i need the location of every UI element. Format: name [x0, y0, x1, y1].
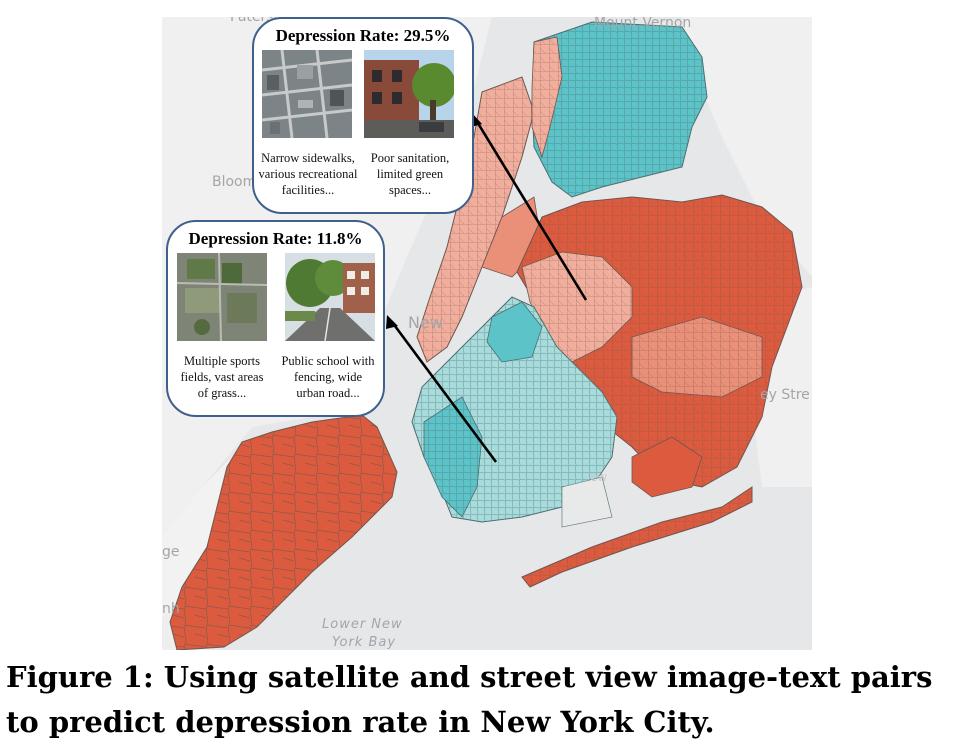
label-mount-vernon: Mount Vernon	[594, 17, 692, 31]
label-valley-stream: ey Stre	[760, 387, 810, 403]
brooklyn-region	[411, 296, 618, 528]
nyc-depression-map[interactable]: Paterson Mount Vernon Bloom New ey Stre …	[162, 17, 812, 650]
satellite-caption: Multiple sports fields, vast areas of gr…	[180, 354, 264, 400]
label-bayonne: nh	[162, 601, 180, 617]
bronx-region	[531, 21, 708, 198]
satellite-image	[177, 253, 267, 341]
satellite-image	[262, 50, 352, 138]
figure-caption: Figure 1: Using satellite and street vie…	[6, 660, 933, 739]
street-view-image	[285, 253, 375, 341]
street-caption: Poor sanitation, limited green spaces...	[370, 151, 450, 197]
label-bloomfield: Bloom	[212, 174, 257, 190]
queens-region	[516, 194, 803, 488]
label-new-york: New	[408, 313, 443, 332]
label-paterson: Paterson	[230, 17, 291, 25]
staten-island-region	[169, 414, 398, 650]
rockaway-region	[521, 436, 753, 588]
callout-title: Depression Rate: 11.8%	[188, 229, 363, 248]
callout-low-depression: Depression Rate: 11.8% Multiple sports f	[166, 220, 385, 417]
map-canvas	[162, 17, 812, 650]
callout-title: Depression Rate: 29.5%	[275, 26, 451, 45]
callout-high-depression: Depression Rate: 29.5% Narrow sidewalks,…	[252, 17, 474, 214]
street-caption: Public school with fencing, wide urban r…	[281, 354, 375, 400]
satellite-caption: Narrow sidewalks, various recreational f…	[258, 151, 358, 197]
label-lower-new-york-bay: Lower New	[322, 617, 403, 632]
label-ridge: ge	[162, 544, 180, 560]
label-rockaway: ew	[590, 470, 608, 484]
street-view-image	[364, 50, 454, 138]
label-lower-new-york-bay-2: York Bay	[332, 635, 397, 650]
